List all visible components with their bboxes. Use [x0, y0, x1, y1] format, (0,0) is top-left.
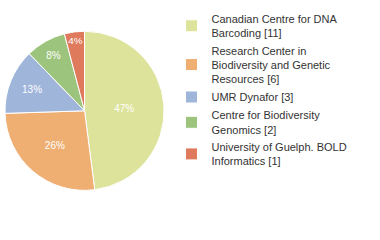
svg-text:47%: 47% — [114, 103, 134, 114]
svg-text:26%: 26% — [45, 140, 65, 151]
svg-text:Centre for BiodiversityGenomic: Centre for BiodiversityGenomics [2] — [212, 109, 321, 135]
svg-text:8%: 8% — [46, 50, 61, 61]
svg-text:UMR Dynafor [3]: UMR Dynafor [3] — [212, 91, 294, 103]
svg-text:13%: 13% — [22, 84, 42, 95]
svg-text:Research Center inBiodiversity: Research Center inBiodiversity and Genet… — [212, 45, 331, 86]
svg-text:Canadian Centre for DNABarcodi: Canadian Centre for DNABarcoding [11] — [212, 13, 338, 39]
svg-text:4%: 4% — [68, 35, 82, 46]
svg-text:University of Guelph. BOLDInfo: University of Guelph. BOLDInformatics [1… — [212, 141, 347, 167]
